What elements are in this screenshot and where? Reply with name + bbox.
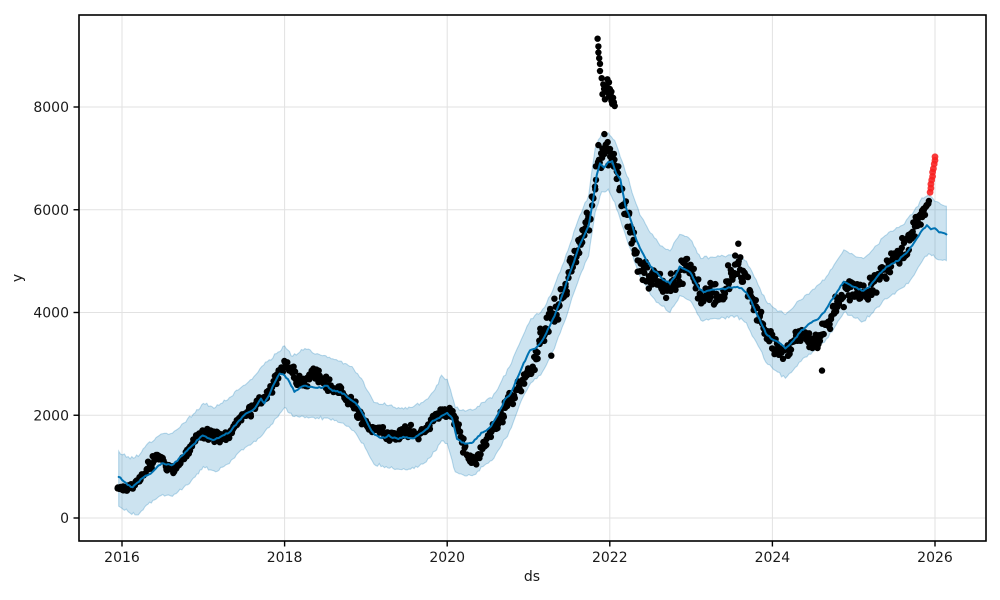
actuals-scatter [114, 130, 933, 494]
anomaly-scatter [926, 153, 939, 196]
x-tick-label-2022: 2022 [592, 550, 628, 566]
plot-border [78, 14, 987, 542]
y-axis-label: y [10, 274, 26, 282]
x-tick-label-2026: 2026 [917, 550, 953, 566]
x-tick-label-2018: 2018 [267, 550, 303, 566]
y-tick-label-0: 0 [60, 511, 69, 527]
peak-outliers-scatter [594, 35, 618, 110]
forecast-line [117, 160, 948, 489]
x-tick-label-2016: 2016 [104, 550, 140, 566]
x-axis-label: ds [524, 569, 540, 585]
y-axis: 0 2000 4000 6000 8000 [33, 100, 79, 527]
x-tick-label-2020: 2020 [429, 550, 465, 566]
x-tick-label-2024: 2024 [755, 550, 791, 566]
y-tick-label-6000: 6000 [33, 203, 69, 219]
y-tick-label-2000: 2000 [33, 408, 69, 424]
x-axis: 2016 2018 2020 2022 2024 2026 [104, 541, 953, 566]
y-tick-label-4000: 4000 [33, 306, 69, 322]
y-tick-label-8000: 8000 [33, 100, 69, 116]
uncertainty-band [118, 131, 947, 516]
